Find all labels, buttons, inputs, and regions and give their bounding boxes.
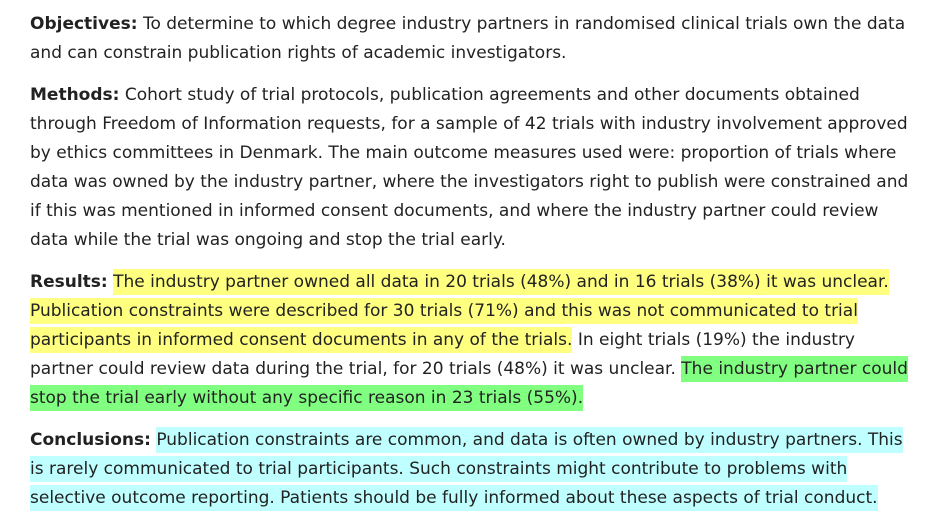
results-paragraph: Results: The industry partner owned all …: [30, 268, 910, 413]
conclusions-paragraph: Conclusions: Publication constraints are…: [30, 426, 910, 513]
results-highlight-yellow: The industry partner owned all data in 2…: [30, 269, 889, 353]
methods-label: Methods:: [30, 85, 120, 105]
objectives-label: Objectives:: [30, 14, 138, 34]
conclusions-label: Conclusions:: [30, 430, 151, 450]
methods-paragraph: Methods: Cohort study of trial protocols…: [30, 81, 910, 255]
methods-text: Cohort study of trial protocols, publica…: [30, 85, 909, 250]
objectives-text: To determine to which degree industry pa…: [30, 14, 906, 63]
abstract-document: Objectives: To determine to which degree…: [30, 10, 910, 526]
results-plain-text: In eight trials (19%) the industry partn…: [30, 330, 855, 379]
conclusions-highlight-cyan: Publication constraints are common, and …: [30, 427, 903, 511]
objectives-paragraph: Objectives: To determine to which degree…: [30, 10, 910, 68]
results-label: Results:: [30, 272, 108, 292]
